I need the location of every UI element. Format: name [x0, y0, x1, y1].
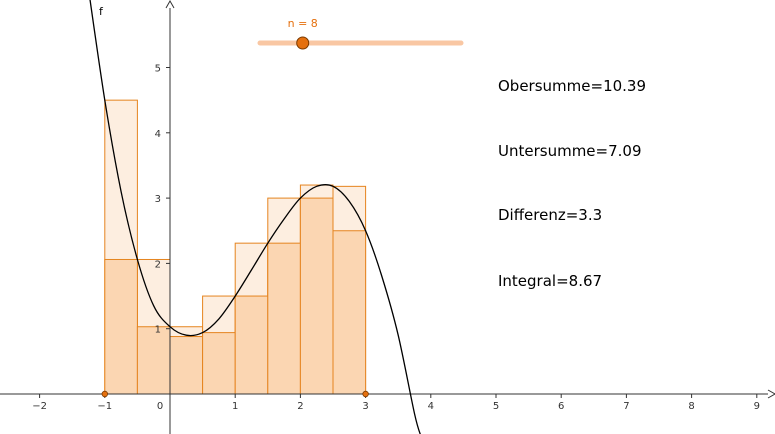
- x-axis-ticks: −2 −1 0 1 2 3 4 5 6 7 8 9: [32, 394, 760, 412]
- x-tick-label: 9: [754, 401, 760, 412]
- lower-rect: [332, 230, 367, 395]
- x-axis-arrow: [767, 389, 775, 399]
- integral-text: Integral=8.67: [498, 272, 603, 290]
- slider-label: n = 8: [288, 17, 318, 30]
- untersumme-text: Untersumme=7.09: [498, 142, 642, 160]
- n-slider[interactable]: n = 8: [257, 17, 464, 50]
- lower-rect: [169, 336, 204, 395]
- lower-rect: [104, 258, 138, 395]
- x-tick-label: 2: [297, 401, 303, 412]
- y-axis-arrow: [165, 0, 175, 9]
- endpoint: [362, 390, 369, 398]
- y-tick-label: 3: [155, 194, 161, 205]
- function-curve[interactable]: [89, 0, 422, 434]
- lower-rect: [202, 332, 236, 395]
- x-tick-label: 5: [493, 401, 499, 412]
- x-tick-label: −1: [97, 401, 112, 412]
- interval-endpoints: [101, 390, 369, 398]
- y-tick-label: 1: [155, 325, 161, 336]
- x-tick-label: 6: [558, 401, 564, 412]
- y-tick-label: 2: [155, 259, 161, 270]
- x-tick-label: 4: [428, 401, 434, 412]
- x-tick-label: 8: [688, 401, 694, 412]
- x-tick-label: 1: [232, 401, 238, 412]
- slider-knob[interactable]: [296, 36, 310, 50]
- x-tick-label: 0: [157, 401, 163, 412]
- endpoint: [101, 390, 108, 398]
- x-tick-label: 7: [623, 401, 629, 412]
- x-tick-label: −2: [32, 401, 47, 412]
- obersumme-text: Obersumme=10.39: [498, 77, 647, 95]
- lower-rect: [267, 242, 301, 395]
- lower-rect: [234, 295, 269, 395]
- x-tick-label: 3: [362, 401, 368, 412]
- y-tick-label: 5: [155, 64, 161, 75]
- lower-rect: [299, 197, 334, 395]
- function-label: f: [99, 5, 104, 18]
- y-tick-label: 4: [155, 129, 161, 140]
- lower-rect: [136, 326, 171, 395]
- y-axis-ticks: 1 2 3 4 5: [155, 64, 170, 336]
- differenz-text: Differenz=3.3: [498, 206, 603, 224]
